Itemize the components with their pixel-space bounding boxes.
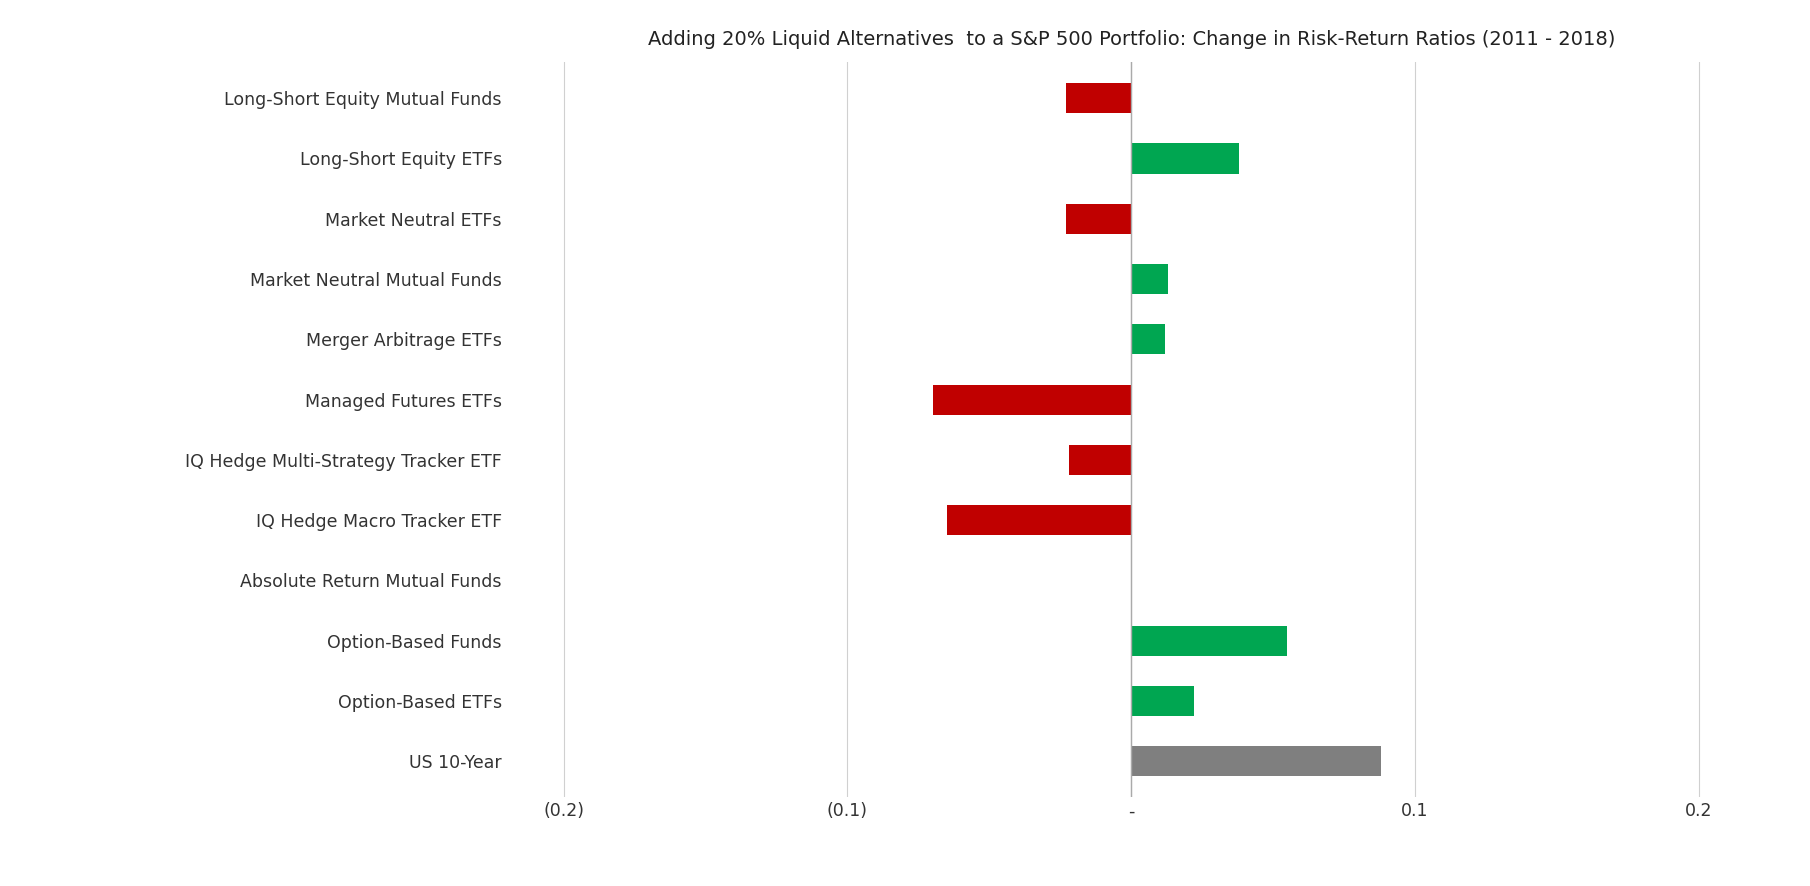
Bar [1131, 686, 1195, 716]
Bar [1070, 445, 1131, 475]
Bar [1131, 324, 1166, 354]
Bar [1131, 144, 1240, 174]
Bar [947, 505, 1131, 535]
Bar [1066, 204, 1131, 234]
Bar [932, 385, 1131, 415]
Bar [1131, 746, 1381, 776]
Bar [1066, 83, 1131, 113]
Bar [1131, 626, 1287, 656]
Bar [1131, 264, 1167, 294]
Title: Adding 20% Liquid Alternatives  to a S&P 500 Portfolio: Change in Risk-Return Ra: Adding 20% Liquid Alternatives to a S&P … [648, 30, 1615, 50]
